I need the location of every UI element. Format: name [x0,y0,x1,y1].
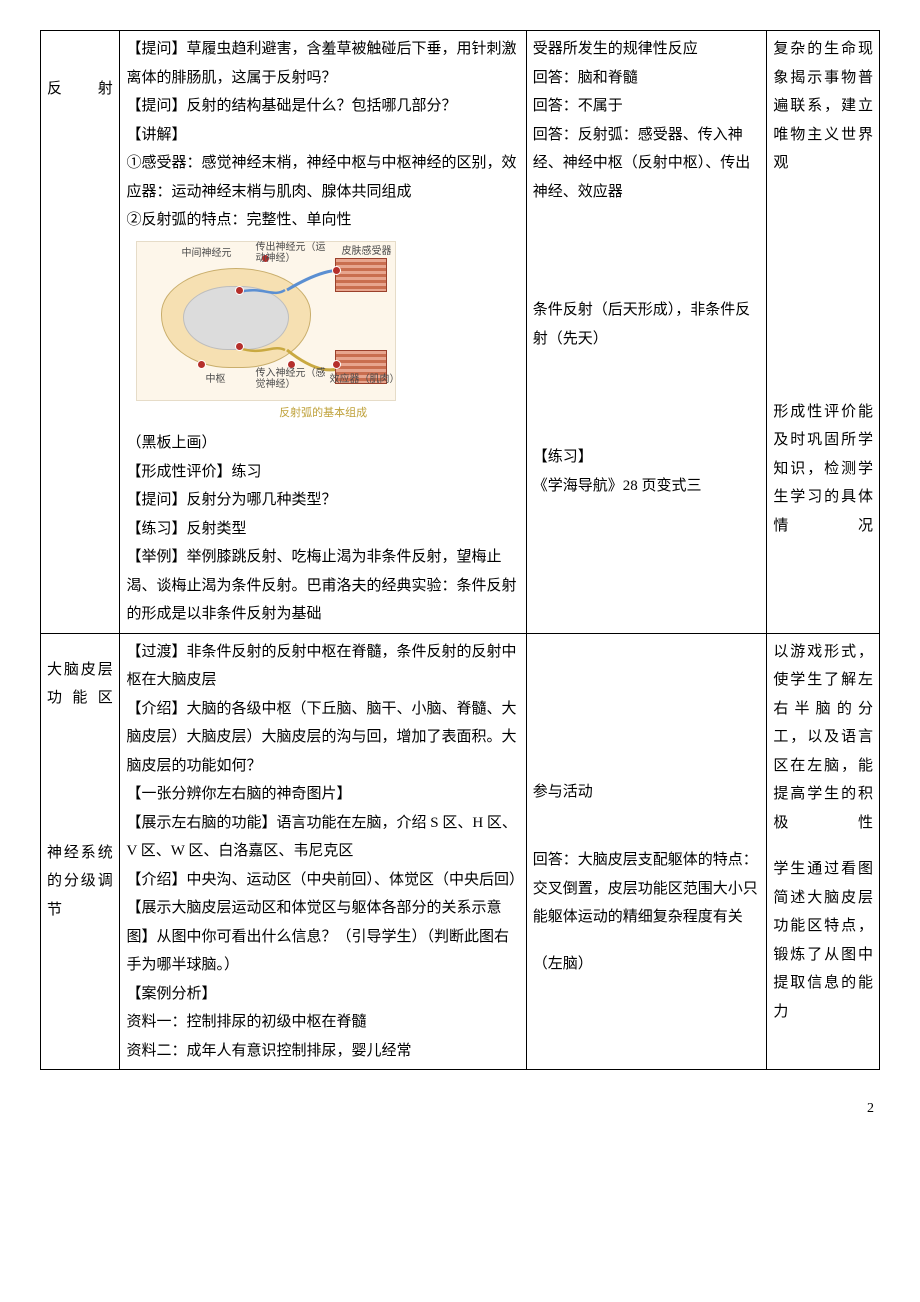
objective-1: 复杂的生命现象揭示事物普遍联系，建立唯物主义世界观 [773,35,873,178]
answer-4: 回答：反射弧：感受器、传入神经、神经中枢（反射中枢）、传出神经、效应器 [533,121,761,207]
diagram-caption: 反射弧的基本组成 [126,403,519,424]
col4-cell: 以游戏形式，使学生了解左右半脑的分工，以及语言区在左脑，能提高学生的积极性 学生… [767,633,880,1070]
answer-left-brain: （左脑） [533,950,761,979]
answer-2: 回答：脑和脊髓 [533,64,761,93]
marker-dot [235,342,244,351]
practice-types: 【练习】反射类型 [126,515,519,544]
section-heading-reflex: 反射 [47,75,113,104]
section-heading-hierarchy: 神经系统的分级调节 [47,839,113,925]
table-row: 大脑皮层功能区 神经系统的分级调节 【过渡】非条件反射的反射中枢在脊髓，条件反射… [41,633,880,1070]
case-1: 资料一：控制排尿的初级中枢在脊髓 [126,1008,519,1037]
intro-sulcus: 【介绍】中央沟、运动区（中央前回）、体觉区（中央后回） [126,866,519,895]
case-2: 资料二：成年人有意识控制排尿，婴儿经常 [126,1037,519,1066]
col4-cell: 复杂的生命现象揭示事物普遍联系，建立唯物主义世界观 形成性评价能及时巩固所学知识… [767,31,880,634]
brain-image: 【一张分辨你左右脑的神奇图片】 [126,780,519,809]
table-row: 反射 【提问】草履虫趋利避害，含羞草被触碰后下垂，用针刺激离体的腓肠肌，这属于反… [41,31,880,634]
answer-5: 条件反射（后天形成），非条件反射（先天） [533,296,761,353]
page-number: 2 [40,1096,880,1123]
label-receptor: 皮肤感受器 [341,246,391,257]
section-heading-cortex: 大脑皮层功能区 [47,656,113,713]
label-afferent: 传入神经元（感觉神经） [255,368,325,390]
question-2: 【提问】反射的结构基础是什么？包括哪几部分？ [126,92,519,121]
participate: 参与活动 [533,778,761,807]
explain-2: ②反射弧的特点：完整性、单向性 [126,206,519,235]
marker-dot [332,360,341,369]
answer-cortex: 回答：大脑皮层支配躯体的特点： [533,846,761,875]
formative-eval: 【形成性评价】练习 [126,458,519,487]
show-brain-func: 【展示左右脑的功能】语言功能在左脑，介绍 S 区、H 区、V 区、W 区、白洛嘉… [126,809,519,866]
question-1: 【提问】草履虫趋利避害，含羞草被触碰后下垂，用针刺激离体的腓肠肌，这属于反射吗？ [126,35,519,92]
marker-dot [332,266,341,275]
show-motor-map: 【展示大脑皮层运动区和体觉区与躯体各部分的关系示意图】从图中你可看出什么信息？（… [126,894,519,980]
practice-ref: 《学海导航》28 页变式三 [533,472,761,501]
lesson-table: 反射 【提问】草履虫趋利避害，含羞草被触碰后下垂，用针刺激离体的腓肠肌，这属于反… [40,30,880,1070]
label-effector: 效应器（肌肉） [329,374,399,385]
answer-1: 受器所发生的规律性反应 [533,35,761,64]
col3-cell: 参与活动 回答：大脑皮层支配躯体的特点： 交叉倒置，皮层功能区范围大小只能躯体运… [526,633,767,1070]
col3-cell: 受器所发生的规律性反应 回答：脑和脊髓 回答：不属于 回答：反射弧：感受器、传入… [526,31,767,634]
label-interneuron: 中间神经元 [181,248,231,259]
col1-cell: 反射 [41,31,120,634]
example-reflex: 【举例】举例膝跳反射、吃梅止渴为非条件反射，望梅止渴、谈梅止渴为条件反射。巴甫洛… [126,543,519,629]
objective-4: 学生通过看图简述大脑皮层功能区特点，锻炼了从图中提取信息的能力 [773,855,873,1026]
answer-cross: 交叉倒置，皮层功能区范围大小只能躯体运动的精细复杂程度有关 [533,875,761,932]
explain-heading: 【讲解】 [126,121,519,150]
explain-1: ①感受器：感觉神经末梢，神经中枢与中枢神经的区别，效应器：运动神经末梢与肌肉、腺… [126,149,519,206]
note-blackboard: （黑板上画） [126,429,519,458]
label-efferent: 传出神经元（运动神经） [255,242,325,264]
intro-centers: 【介绍】大脑的各级中枢（下丘脑、脑干、小脑、脊髓、大脑皮层）大脑皮层）大脑皮层的… [126,695,519,781]
marker-dot [235,286,244,295]
col2-cell: 【过渡】非条件反射的反射中枢在脊髓，条件反射的反射中枢在大脑皮层 【介绍】大脑的… [120,633,526,1070]
transition: 【过渡】非条件反射的反射中枢在脊髓，条件反射的反射中枢在大脑皮层 [126,638,519,695]
reflex-arc-diagram: 中间神经元 传出神经元（运动神经） 皮肤感受器 中枢 传入神经元（感觉神经） 效… [136,241,396,401]
objective-2: 形成性评价能及时巩固所学知识，检测学生学习的具体情况 [773,398,873,541]
label-center: 中枢 [205,374,225,385]
marker-dot [197,360,206,369]
case-analysis: 【案例分析】 [126,980,519,1009]
col1-cell: 大脑皮层功能区 神经系统的分级调节 [41,633,120,1070]
skin-receptor-tissue [335,258,387,292]
question-types: 【提问】反射分为哪几种类型？ [126,486,519,515]
answer-3: 回答：不属于 [533,92,761,121]
col2-cell: 【提问】草履虫趋利避害，含羞草被触碰后下垂，用针刺激离体的腓肠肌，这属于反射吗？… [120,31,526,634]
objective-3: 以游戏形式，使学生了解左右半脑的分工，以及语言区在左脑，能提高学生的积极性 [773,638,873,838]
practice-label: 【练习】 [533,443,761,472]
document-page: 反射 【提问】草履虫趋利避害，含羞草被触碰后下垂，用针刺激离体的腓肠肌，这属于反… [40,30,880,1123]
